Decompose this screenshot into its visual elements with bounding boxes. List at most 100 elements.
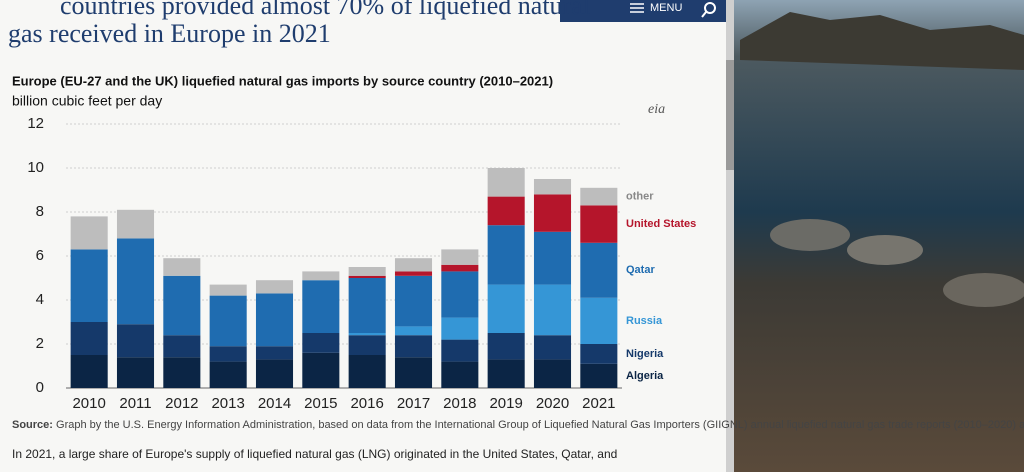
bar-segment bbox=[302, 280, 340, 333]
bar-segment bbox=[209, 284, 247, 296]
bar-segment bbox=[580, 344, 618, 364]
legend-label: Russia bbox=[626, 315, 663, 327]
bar-segment bbox=[580, 363, 618, 388]
bar-segment bbox=[348, 278, 386, 333]
legend-label: Qatar bbox=[626, 264, 655, 276]
scrollbar[interactable] bbox=[726, 0, 734, 472]
bar-segment bbox=[533, 335, 572, 360]
photo-tank bbox=[943, 273, 1024, 307]
y-tick-label: 10 bbox=[27, 159, 44, 176]
y-axis-label: billion cubic feet per day bbox=[12, 93, 162, 109]
y-tick-label: 6 bbox=[36, 247, 44, 264]
x-tick-label: 2014 bbox=[258, 395, 291, 412]
headline: countries provided almost 70% of liquefi… bbox=[60, 0, 590, 20]
legend-label: United States bbox=[626, 218, 696, 230]
bar-segment bbox=[394, 275, 433, 327]
headline: gas received in Europe in 2021 bbox=[8, 19, 331, 48]
x-tick-label: 2020 bbox=[536, 395, 569, 412]
bar-segment bbox=[348, 275, 386, 278]
y-tick-label: 0 bbox=[36, 379, 44, 396]
plot: 0 2 4 6 8 10 12 2010 2011 2012 2013 2014 2015 2016 201… bbox=[27, 115, 696, 412]
bar-segment bbox=[255, 346, 294, 360]
bar-segment bbox=[487, 196, 525, 226]
bar-segment bbox=[441, 361, 479, 388]
x-tick-label: 2015 bbox=[304, 395, 337, 412]
bar-segment bbox=[487, 359, 525, 388]
bar-segment bbox=[70, 322, 108, 355]
nav-bar bbox=[560, 0, 726, 22]
bar-segment bbox=[441, 339, 479, 362]
menu-icon bbox=[630, 3, 644, 13]
bar-segment bbox=[348, 355, 386, 388]
legend-label: Algeria bbox=[626, 370, 664, 382]
bar-segment bbox=[302, 352, 340, 388]
bar-segment bbox=[302, 271, 340, 281]
bar-segment bbox=[441, 264, 479, 272]
bar-segment bbox=[487, 333, 525, 360]
body-text: In 2021, a large share of Europe's suppl… bbox=[12, 447, 617, 461]
bar-segment bbox=[116, 324, 155, 358]
bar-segment bbox=[533, 194, 572, 232]
scrollbar-thumb[interactable] bbox=[726, 60, 734, 170]
bar-segment bbox=[533, 231, 572, 285]
bar-segment bbox=[580, 297, 618, 344]
x-tick-label: 2017 bbox=[397, 395, 430, 412]
search-button[interactable] bbox=[701, 2, 716, 18]
bar-segment bbox=[394, 357, 433, 388]
bar-segment bbox=[209, 295, 247, 347]
bar-segment bbox=[70, 249, 108, 322]
bar-segment bbox=[302, 333, 340, 353]
x-tick-label: 2016 bbox=[350, 395, 383, 412]
bar-segment bbox=[163, 258, 201, 276]
bar-segment bbox=[348, 267, 386, 276]
menu-label[interactable]: MENU bbox=[650, 2, 682, 14]
bar-segment bbox=[209, 346, 247, 362]
bar-segment bbox=[209, 361, 247, 388]
bar-segment bbox=[533, 284, 572, 336]
bar-segment bbox=[255, 293, 294, 347]
x-tick-label: 2010 bbox=[72, 395, 105, 412]
legend-label: Nigeria bbox=[626, 348, 664, 360]
photo-hills bbox=[740, 12, 1024, 70]
bar-segment bbox=[163, 335, 201, 358]
y-tick-label: 4 bbox=[36, 291, 44, 308]
bar-segment bbox=[487, 284, 525, 333]
source: Source: Graph by the U.S. Energy Informa… bbox=[12, 419, 1024, 431]
bar-segment bbox=[394, 271, 433, 276]
bar-segment bbox=[116, 238, 155, 325]
bar-segment bbox=[580, 205, 618, 243]
bar-segment bbox=[580, 242, 618, 298]
bar-segment bbox=[533, 359, 572, 388]
bar-segment bbox=[441, 271, 479, 318]
x-tick-label: 2018 bbox=[443, 395, 476, 412]
y-tick-label: 8 bbox=[36, 203, 44, 220]
x-tick-label: 2012 bbox=[165, 395, 198, 412]
bar-segment bbox=[441, 249, 479, 265]
bar-segment bbox=[580, 187, 618, 206]
x-tick-label: 2021 bbox=[582, 395, 615, 412]
bar-segment bbox=[394, 258, 433, 272]
bar-segment bbox=[255, 359, 294, 388]
x-tick-label: 2019 bbox=[489, 395, 522, 412]
bar-segment bbox=[533, 179, 572, 195]
source-label: Source: bbox=[12, 419, 53, 431]
bar-segment bbox=[116, 209, 155, 239]
bar-segment bbox=[394, 335, 433, 358]
photo-tank bbox=[847, 235, 923, 265]
bar-segment bbox=[487, 168, 525, 197]
search-icon bbox=[701, 11, 707, 18]
y-tick-label: 12 bbox=[27, 115, 44, 132]
bar-segment bbox=[70, 355, 108, 388]
y-tick-label: 2 bbox=[36, 335, 44, 352]
legend-label: other bbox=[626, 191, 654, 203]
bar-segment bbox=[441, 317, 479, 340]
bar-segment bbox=[487, 225, 525, 285]
source-text: Graph by the U.S. Energy Information Adm… bbox=[56, 419, 1024, 431]
x-tick-label: 2013 bbox=[211, 395, 244, 412]
search-icon bbox=[704, 2, 716, 14]
bar-segment bbox=[70, 216, 108, 250]
bar-segment bbox=[163, 275, 201, 336]
menu-button[interactable]: MENU bbox=[630, 2, 682, 14]
